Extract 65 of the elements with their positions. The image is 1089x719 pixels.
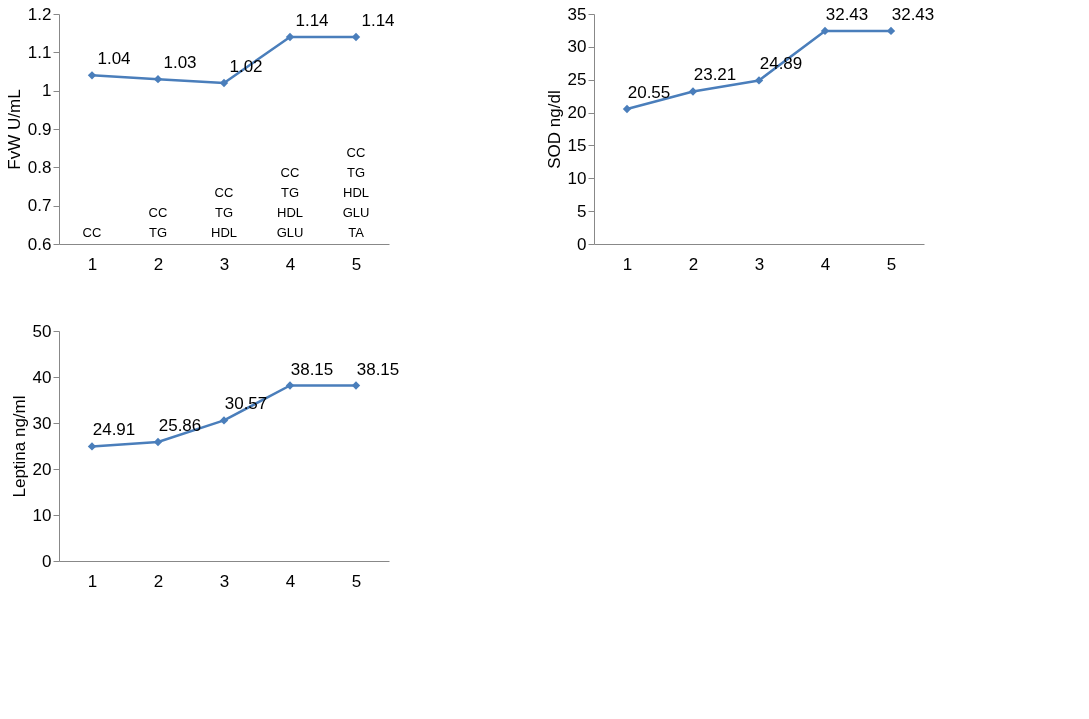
y-tick-label: 0.6 [27, 234, 52, 254]
x-tick-label: 4 [285, 571, 296, 591]
y-tick-label: 35 [567, 4, 587, 24]
y-tick-label: 0.8 [27, 157, 52, 177]
y-tick-label: 30 [32, 413, 52, 433]
y-tick-label: 1.1 [27, 42, 52, 62]
y-tick-label: 40 [32, 367, 52, 387]
point [87, 71, 97, 80]
annotation: CC TG HDL GLU [276, 165, 304, 240]
y-tick-label: 30 [567, 37, 587, 57]
y-axis-title: FvW U/mL [4, 89, 24, 170]
x-tick-label: 2 [688, 254, 699, 274]
y-tick-label: 1 [42, 81, 52, 101]
x-tick-label: 4 [285, 254, 296, 274]
x-tick-label: 3 [754, 254, 765, 274]
x-tick-label: 2 [153, 571, 164, 591]
point [87, 442, 97, 451]
y-tick-label: 50 [32, 321, 52, 341]
data-label: 1.04 [97, 49, 131, 69]
point [219, 416, 229, 425]
x-tick-label: 2 [153, 254, 164, 274]
point [754, 76, 764, 85]
point [688, 87, 698, 96]
annotation: CC TG HDL [210, 185, 238, 240]
data-label: 32.43 [891, 4, 935, 24]
point [351, 381, 361, 390]
y-tick-label: 0.9 [27, 119, 52, 139]
x-tick-label: 5 [351, 571, 362, 591]
data-label: 38.15 [290, 359, 334, 379]
x-tick-label: 5 [351, 254, 362, 274]
y-axis-title: SOD ng/dl [544, 90, 564, 169]
data-label: 1.14 [295, 11, 329, 30]
annotation: CC TG HDL GLU TA [342, 145, 370, 240]
x-tick-label: 4 [820, 254, 831, 274]
y-tick-label: 20 [567, 103, 587, 123]
data-label: 25.86 [158, 416, 202, 436]
y-tick-label: 0.7 [27, 196, 52, 216]
y-axis-title: Leptina ng/ml [9, 395, 29, 498]
y-tick-label: 10 [567, 168, 587, 188]
data-label: 24.91 [92, 420, 136, 440]
point [153, 74, 163, 84]
data-label: 23.21 [693, 65, 737, 85]
x-tick-label: 1 [87, 254, 98, 274]
y-tick-label: 20 [32, 459, 52, 479]
y-tick-label: 10 [32, 505, 52, 525]
annotation: CC [82, 225, 102, 240]
data-label: 1.03 [163, 53, 197, 73]
data-label: 38.15 [356, 359, 400, 379]
x-tick-label: 1 [622, 254, 633, 274]
y-tick-label: 1.2 [27, 4, 52, 24]
y-tick-label: 15 [567, 135, 587, 155]
data-label: 32.43 [825, 4, 869, 24]
x-tick-label: 5 [886, 254, 897, 274]
annotation: CC TG [148, 205, 168, 240]
x-tick-label: 3 [219, 571, 230, 591]
y-tick-label: 0 [577, 234, 587, 254]
x-tick-label: 3 [219, 254, 230, 274]
data-label: 1.14 [361, 11, 395, 30]
y-tick-label: 0 [42, 551, 52, 571]
data-label: 20.55 [627, 82, 671, 102]
point [622, 104, 632, 114]
x-tick-label: 1 [87, 571, 98, 591]
point [285, 381, 295, 390]
y-tick-label: 25 [567, 70, 587, 90]
y-tick-label: 5 [577, 201, 587, 221]
